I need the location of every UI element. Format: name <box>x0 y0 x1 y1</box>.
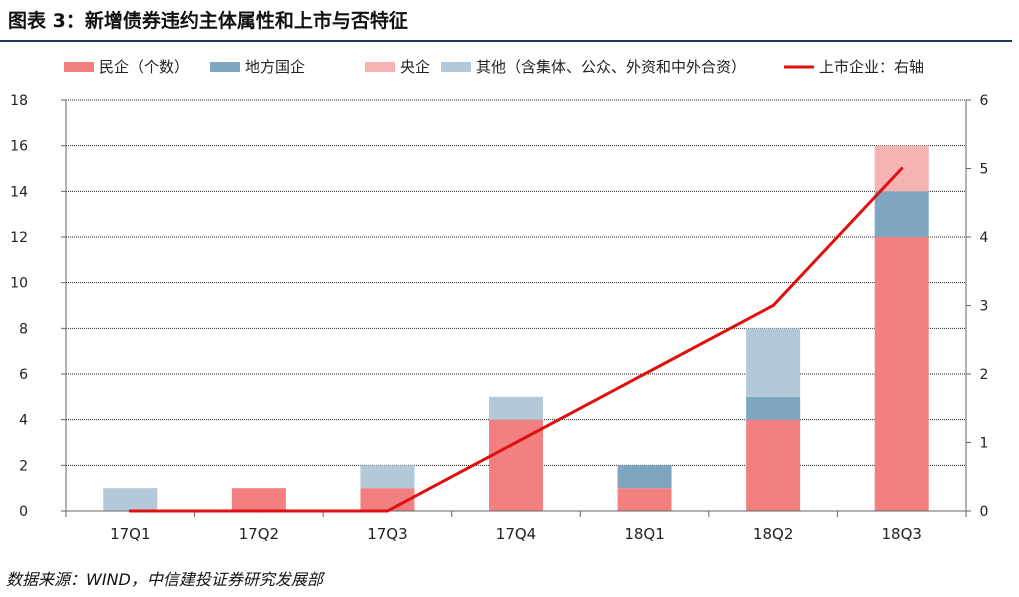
right-axis-ticks: 0 1 2 3 4 5 6 <box>966 93 989 520</box>
right-tick-label: 3 <box>980 299 989 315</box>
legend-swatch <box>365 62 395 72</box>
right-tick-label: 0 <box>980 504 989 520</box>
bar-segment <box>489 396 543 420</box>
category-labels: 17Q1 17Q2 17Q3 17Q4 18Q1 18Q2 18Q3 <box>110 525 922 543</box>
source-note: 数据来源：WIND，中信建投证券研究发展部 <box>6 570 323 589</box>
left-tick-label: 4 <box>19 413 28 429</box>
bar-segment <box>874 237 929 511</box>
legend-swatch <box>64 62 94 72</box>
bar-segment <box>617 465 672 489</box>
left-tick-label: 10 <box>10 276 28 292</box>
left-tick-label: 6 <box>19 367 28 383</box>
legend-label: 地方国企 <box>245 58 305 76</box>
line-point <box>257 509 261 513</box>
category-label: 18Q2 <box>753 525 793 543</box>
legend-label: 民企（个数） <box>99 58 189 76</box>
right-tick-label: 1 <box>980 436 989 452</box>
legend-swatch <box>441 62 471 72</box>
legend-label: 上市企业：右轴 <box>819 58 924 76</box>
left-axis-ticks: 0 2 4 6 8 10 12 14 16 18 <box>10 93 66 520</box>
legend-label: 央企 <box>400 58 430 76</box>
right-tick-label: 6 <box>980 93 989 109</box>
line-series <box>128 167 904 513</box>
bar-segment <box>103 488 158 511</box>
left-tick-label: 14 <box>10 184 28 200</box>
right-tick-label: 5 <box>980 162 989 178</box>
bar-segment <box>746 396 801 420</box>
bar-segment <box>746 328 801 397</box>
category-label: 17Q2 <box>239 525 279 543</box>
legend-label: 其他（含集体、公众、外资和中外合资） <box>476 58 746 76</box>
left-tick-label: 12 <box>10 230 28 246</box>
line-point <box>900 167 904 170</box>
left-tick-label: 2 <box>19 458 28 474</box>
line-point <box>771 304 775 307</box>
bars <box>103 145 929 511</box>
line-point <box>514 441 518 444</box>
legend-swatch <box>210 62 240 72</box>
bar-segment <box>489 419 543 511</box>
chart: 民企（个数） 地方国企 央企 其他（含集体、公众、外资和中外合资） 上市企业：右轴 0 2… <box>10 58 989 543</box>
right-tick-label: 4 <box>980 230 989 246</box>
legend: 民企（个数） 地方国企 央企 其他（含集体、公众、外资和中外合资） 上市企业：右轴 <box>64 58 924 76</box>
category-label: 17Q3 <box>367 525 407 543</box>
line-point <box>385 509 389 513</box>
right-tick-label: 2 <box>980 367 989 383</box>
title-rule <box>0 40 1012 42</box>
line-point <box>643 372 647 376</box>
bar-segment <box>617 488 672 511</box>
bar-segment <box>874 191 929 237</box>
category-label: 18Q3 <box>881 525 921 543</box>
category-label: 17Q1 <box>110 525 150 543</box>
left-tick-label: 8 <box>19 321 28 337</box>
bar-segment <box>360 465 415 489</box>
bar-segment <box>746 419 801 511</box>
category-label: 18Q1 <box>624 525 664 543</box>
line-point <box>128 509 132 513</box>
chart-title: 图表 3：新增债券违约主体属性和上市与否特征 <box>8 10 408 32</box>
left-tick-label: 16 <box>10 139 28 155</box>
left-tick-label: 0 <box>19 504 28 520</box>
title-rule-accent <box>1000 40 1012 42</box>
bar-segment <box>231 488 286 511</box>
category-label: 17Q4 <box>496 525 536 543</box>
gridlines <box>66 99 966 466</box>
left-tick-label: 18 <box>10 93 28 109</box>
